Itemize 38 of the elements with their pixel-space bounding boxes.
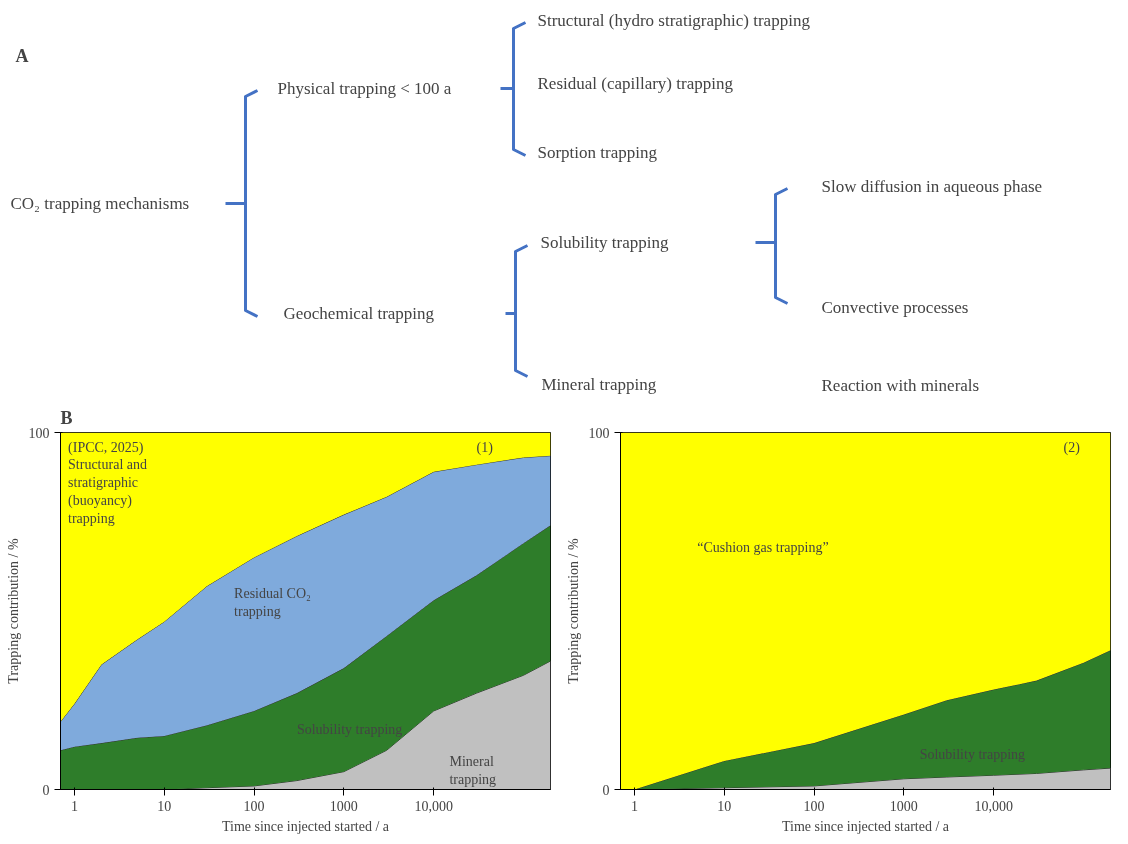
text: A	[15, 45, 29, 66]
y-axis-title: Trapping contribution / %	[565, 538, 581, 684]
x-tick-label: 1000	[889, 798, 918, 814]
x-tick-label: 10	[717, 798, 732, 814]
x-tick-label: 10,000	[414, 798, 453, 814]
text: Structural (hydro stratigraphic) trapping	[537, 11, 811, 30]
chart-title: B	[60, 407, 73, 428]
x-tick-label: 1000	[329, 798, 358, 814]
annotation: Solubility trapping	[919, 746, 1026, 762]
text: Geochemical trapping	[283, 304, 435, 323]
x-tick-label: 1	[70, 798, 78, 814]
x-axis-title: Time since injected started / a	[221, 818, 390, 834]
text: Solubility trapping	[540, 233, 669, 252]
annotation: “Cushion gas trapping”	[697, 539, 829, 555]
text: Slow diffusion in aqueous phase	[821, 177, 1043, 196]
text: Convective processes	[821, 298, 969, 317]
annotation: (1)	[476, 439, 494, 456]
annotation: Mineral trapping	[449, 753, 497, 787]
x-tick-label: 10,000	[974, 798, 1013, 814]
x-tick-label: 1	[630, 798, 638, 814]
y-tick-label: 0	[42, 782, 50, 798]
text: CO₂ trapping mechanisms	[10, 194, 190, 213]
text: Residual (capillary) trapping	[537, 74, 734, 93]
x-tick-label: 100	[243, 798, 265, 814]
annotation: Structural and stratigraphic (buoyancy) trapping	[68, 457, 147, 527]
annotation: (IPCC, 2025)	[68, 439, 144, 456]
annotation: Residual CO₂ trapping	[234, 586, 312, 620]
annotation: (2)	[1063, 439, 1081, 456]
text: Mineral trapping	[541, 375, 657, 394]
x-tick-label: 10	[157, 798, 172, 814]
annotation: Solubility trapping	[296, 721, 403, 737]
y-tick-label: 0	[602, 782, 610, 798]
text: Physical trapping < 100 a	[277, 79, 452, 98]
text: Reaction with minerals	[821, 376, 980, 395]
y-axis-title: Trapping contribution / %	[5, 538, 21, 684]
text: Sorption trapping	[537, 143, 658, 162]
x-axis-title: Time since injected started / a	[781, 818, 950, 834]
x-tick-label: 100	[803, 798, 825, 814]
